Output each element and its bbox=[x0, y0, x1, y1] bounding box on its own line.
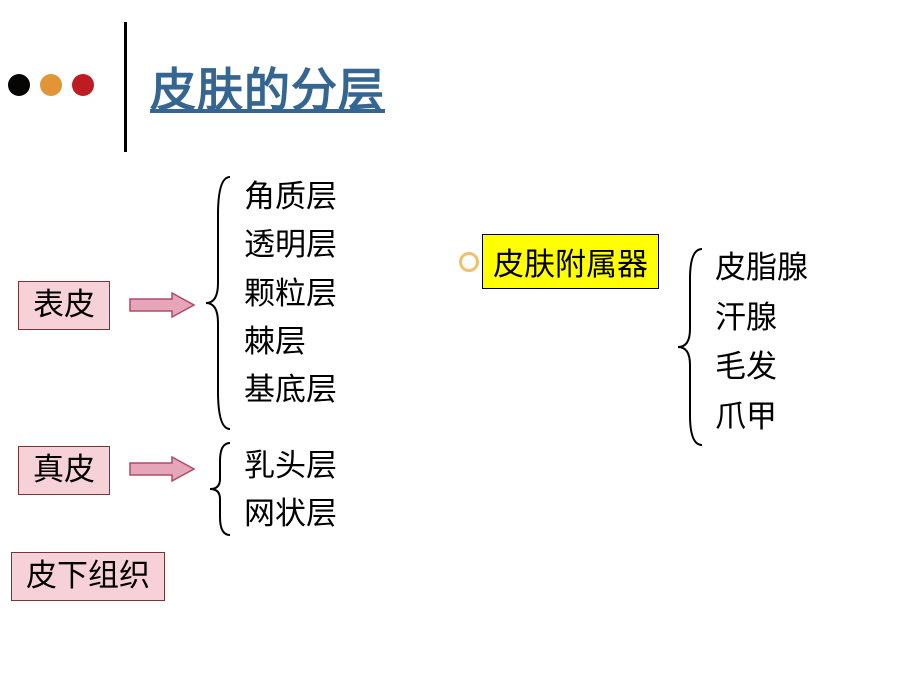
arrow-shape bbox=[130, 293, 194, 317]
title-dot-group bbox=[8, 74, 94, 96]
arrow-shape bbox=[130, 457, 194, 481]
brace-dermis bbox=[208, 441, 234, 537]
list-item: 网状层 bbox=[244, 490, 337, 538]
list-item: 爪甲 bbox=[715, 392, 808, 442]
box-subcutis: 皮下组织 bbox=[11, 552, 165, 601]
list-item: 乳头层 bbox=[244, 442, 337, 490]
slide-title: 皮肤的分层 bbox=[150, 54, 385, 120]
list-item: 角质层 bbox=[244, 173, 337, 221]
list-item: 棘层 bbox=[244, 318, 337, 366]
title-vertical-line bbox=[124, 22, 127, 152]
brace-epidermis bbox=[204, 175, 234, 431]
dot-2 bbox=[40, 74, 62, 96]
list-item: 汗腺 bbox=[715, 293, 808, 343]
dot-3 bbox=[72, 74, 94, 96]
list-item: 毛发 bbox=[715, 342, 808, 392]
arrow-dermis bbox=[128, 455, 196, 483]
list-item: 基底层 bbox=[244, 366, 337, 414]
brace-appendages bbox=[676, 247, 706, 447]
bullet-icon bbox=[459, 252, 479, 272]
list-item: 透明层 bbox=[244, 221, 337, 269]
box-epidermis: 表皮 bbox=[18, 281, 110, 330]
list-item: 皮脂腺 bbox=[715, 243, 808, 293]
list-appendages: 皮脂腺 汗腺 毛发 爪甲 bbox=[715, 243, 808, 441]
dot-1 bbox=[8, 74, 30, 96]
list-epidermis-layers: 角质层 透明层 颗粒层 棘层 基底层 bbox=[244, 173, 337, 415]
list-item: 颗粒层 bbox=[244, 270, 337, 318]
list-dermis-layers: 乳头层 网状层 bbox=[244, 442, 337, 539]
box-dermis: 真皮 bbox=[18, 446, 110, 495]
box-appendage: 皮肤附属器 bbox=[482, 234, 659, 289]
arrow-epidermis bbox=[128, 291, 196, 319]
